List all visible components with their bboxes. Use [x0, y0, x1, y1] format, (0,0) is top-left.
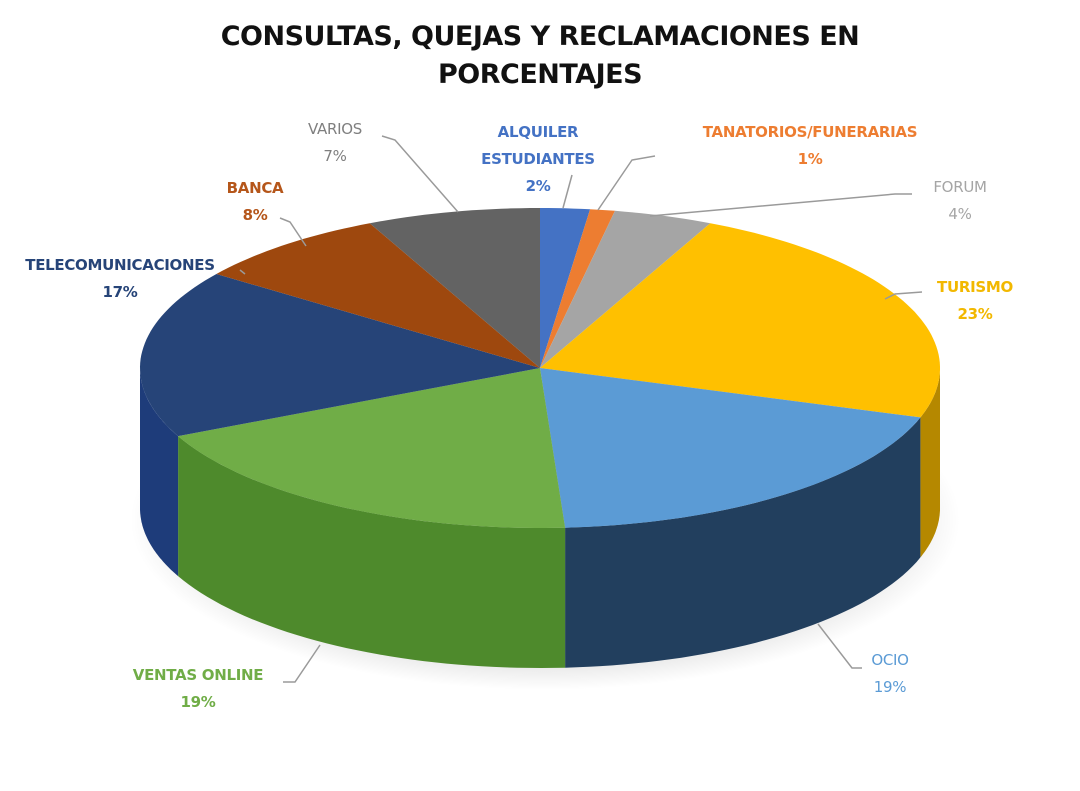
leader-line-2 [649, 193, 912, 217]
pie-slice-telecomunicaciones [140, 274, 540, 437]
leader-line-6 [239, 269, 246, 275]
pie-slice-ventas-online [178, 368, 566, 528]
chart-title: CONSULTAS, QUEJAS Y RECLAMACIONES EN POR… [0, 18, 1080, 94]
pie-side-3 [920, 368, 940, 558]
pie-side-6 [140, 368, 179, 577]
pie-slice-banca [216, 223, 540, 368]
pie-sides [140, 368, 940, 668]
pie-slice-alquiler-estudiantes [540, 208, 591, 368]
label-varios: VARIOS 7% [308, 120, 362, 165]
label-telecomunicaciones: TELECOMUNICACIONES 17% [25, 256, 215, 301]
leader-lines [239, 135, 923, 683]
pie-slice-forum [540, 210, 711, 368]
chart-title-line1: CONSULTAS, QUEJAS Y RECLAMACIONES EN [220, 21, 860, 52]
pie-top-faces [140, 208, 940, 528]
leader-line-8 [381, 135, 459, 213]
label-ventas-online: VENTAS ONLINE 19% [132, 666, 264, 711]
label-forum: FORUM 4% [933, 178, 987, 223]
leader-line-0 [562, 174, 573, 209]
label-tanatorios-funerarias: TANATORIOS/FUNERARIAS 1% [702, 123, 918, 168]
leader-line-5 [283, 644, 321, 683]
leader-line-1 [597, 155, 656, 211]
pie-slice-tanatorios-funerarias [540, 209, 615, 368]
pie-slice-ocio [540, 368, 921, 528]
leader-line-3 [884, 291, 923, 300]
label-turismo: TURISMO 23% [937, 278, 1013, 323]
pie-slice-turismo [540, 223, 940, 418]
pie-side-5 [178, 436, 566, 668]
label-alquiler-estudiantes: ALQUILER ESTUDIANTES 2% [481, 123, 595, 195]
pie-side-4 [565, 417, 921, 668]
leader-line-7 [279, 217, 307, 247]
chart-title-line2: PORCENTAJES [437, 59, 643, 90]
label-ocio: OCIO 19% [871, 651, 909, 696]
pie-slice-varios [369, 208, 540, 368]
label-banca: BANCA 8% [226, 179, 284, 224]
leader-line-4 [817, 623, 862, 669]
